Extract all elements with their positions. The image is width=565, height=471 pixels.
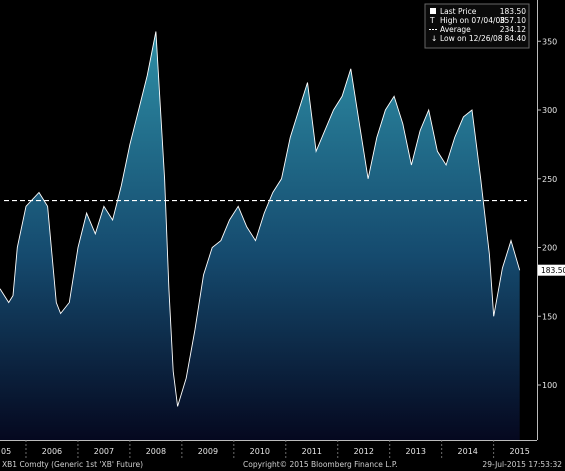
legend-label-high: High on 07/04/08 [440, 16, 505, 25]
legend-value-high: 357.10 [500, 16, 526, 25]
legend-box [424, 3, 530, 49]
legend-value-low: 84.40 [505, 34, 527, 43]
y-tick-label: 300 [542, 106, 557, 115]
footer-copyright: Copyright© 2015 Bloomberg Finance L.P. [243, 460, 398, 469]
y-tick-label: 200 [542, 244, 557, 253]
y-tick-label: 250 [542, 175, 557, 184]
footer: XB1 Comdty (Generic 1st 'XB' Future) Cop… [2, 460, 562, 469]
x-tick-label: 2012 [354, 447, 374, 456]
y-tick-label: 100 [542, 381, 557, 390]
legend-label-low: Low on 12/26/08 [440, 34, 503, 43]
legend-value-average: 234.12 [500, 25, 526, 34]
legend: Last Price 183.50 T High on 07/04/08 357… [424, 3, 530, 49]
x-tick-label: 05 [1, 447, 11, 456]
last-price-box [538, 264, 565, 276]
x-tick-label: 2014 [458, 447, 478, 456]
x-tick-label: 2006 [42, 447, 62, 456]
x-tick-label: 2011 [302, 447, 322, 456]
low-marker-icon: ↓ [431, 34, 437, 43]
price-area-fill [0, 31, 520, 440]
last-price-square-icon [430, 8, 436, 14]
legend-label-last: Last Price [440, 7, 477, 16]
last-price-marker: 183.50 [538, 264, 565, 276]
legend-value-last: 183.50 [500, 7, 526, 16]
footer-security: XB1 Comdty (Generic 1st 'XB' Future) [2, 460, 143, 469]
footer-timestamp: 29-Jul-2015 17:53:32 [482, 460, 562, 469]
last-price-label: 183.50 [541, 266, 565, 275]
x-axis: 05 2006 2007 2008 2009 2010 2011 2012 2013 2014 20… [0, 440, 537, 460]
x-tick-label: 2008 [146, 447, 166, 456]
y-tick-label: 150 [542, 312, 557, 321]
x-tick-label: 2010 [250, 447, 270, 456]
x-tick-label: 2009 [198, 447, 218, 456]
legend-label-average: Average [440, 25, 471, 34]
y-tick-label: 350 [542, 37, 557, 46]
high-marker-icon: T [429, 16, 435, 25]
x-tick-label: 2007 [94, 447, 114, 456]
x-tick-label: 2013 [406, 447, 426, 456]
y-axis: 100 150 200 250 300 350 [537, 0, 557, 440]
price-series-line [0, 31, 521, 407]
x-tick-label: 2015 [509, 447, 529, 456]
